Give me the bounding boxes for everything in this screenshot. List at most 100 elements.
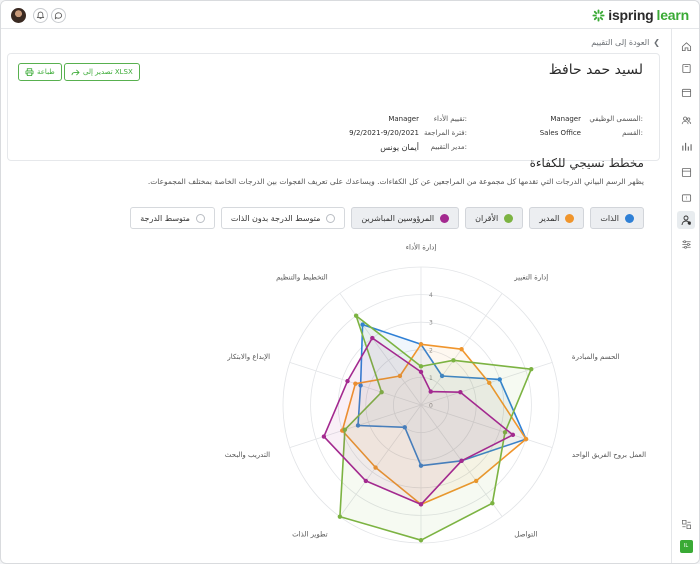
filter-manager-label: المدير [539,213,560,223]
series-point [487,380,492,386]
export-label: تصدير إلى XLSX [83,68,133,76]
axis-label: التخطيط والتنظيم [276,274,328,282]
main-content: ❯ العودة إلى التقييم لسيد حمد حافظ تصدير… [1,29,672,563]
review-type-label: تقييم الأداء: [433,115,467,123]
catalog-icon[interactable] [677,59,695,77]
bell-icon[interactable] [33,8,48,23]
job-title-label: المسمى الوظيفي: [589,115,643,123]
avg-radio [195,213,205,223]
direct-reports-color-dot [440,213,450,223]
calendar-icon[interactable] [677,83,695,101]
department-label: القسم: [622,129,643,137]
series-point [379,390,384,395]
breadcrumb[interactable]: ❯ العودة إلى التقييم [591,38,660,47]
series-point [360,322,365,327]
filter-manager[interactable]: المدير [529,207,585,229]
series-point [418,463,424,468]
section-description: يظهر الرسم البياني الدرجات التي تقدمها ك… [147,177,644,186]
series-point [345,378,350,384]
app-logo[interactable]: ispring learn [592,7,689,23]
series-point [342,427,348,432]
series-point [363,478,369,484]
series-point [497,377,502,382]
breadcrumb-label: العودة إلى التقييم [591,38,650,47]
axis-label: إدارة الأداء [406,242,437,251]
filter-peers-label: الأقران [475,213,499,223]
logo-prefix: ispring [608,7,654,23]
export-xlsx-button[interactable]: تصدير إلى XLSX [64,63,140,81]
side-nav: ! IL [671,29,699,563]
chat-icon[interactable] [51,8,66,23]
filter-peers[interactable]: الأقران [465,207,524,229]
axis-label: التواصل [514,530,537,538]
series-point [353,381,358,386]
users-icon[interactable] [677,111,695,129]
reports-icon[interactable] [677,137,695,155]
series-point [355,423,361,428]
feedback-icon[interactable]: ! [677,189,695,207]
series-point [418,364,424,369]
logo-suffix: learn [656,7,690,23]
series-point [428,389,433,394]
settings-icon[interactable] [677,235,695,253]
peers-color-dot [504,213,514,223]
axis-label: تطوير الذات [292,530,328,538]
avg-no-self-radio [326,213,336,223]
series-point [458,390,463,395]
profile-card: لسيد حمد حافظ تصدير إلى XLSX طباعة المسم… [7,53,660,161]
job-title-value: Manager [550,115,581,123]
review-type-value: Manager [388,115,419,123]
series-point [459,346,464,352]
series-point [529,366,534,372]
home-icon[interactable] [677,37,695,55]
axis-label: العمل بروح الفريق الواحد [572,451,646,459]
print-button[interactable]: طباعة [18,63,62,81]
avatar[interactable] [11,8,26,23]
filter-avg-no-self[interactable]: متوسط الدرجة بدون الذات [220,207,346,229]
tick-label: 0 [429,403,433,410]
print-label: طباعة [37,68,55,76]
help-icon[interactable] [677,515,695,533]
series-point [473,478,479,484]
export-icon [71,69,80,75]
series-point [418,538,424,543]
series-point [373,465,378,470]
series-point [510,432,516,438]
series-point [337,514,343,519]
series-point [418,369,424,375]
manager-color-dot [565,213,575,223]
filter-self[interactable]: الذات [590,207,644,229]
chevron-back-icon: ❯ [653,38,660,47]
axis-label: الحسم والمبادرة [572,353,620,361]
series-point [402,425,407,430]
department-value: Sales Office [539,129,581,137]
user-initial-icon[interactable]: IL [677,537,695,555]
axis-spoke [339,404,422,517]
axis-label: إدارة التغيير [513,274,548,282]
tick-label: 1 [429,375,433,382]
review-manager-value: أيمان يونس [380,143,419,152]
assessment-icon[interactable] [677,211,695,229]
review-period-label: فترة المراجعة: [424,129,467,137]
review-period-value: 9/2/2021-9/20/2021 [349,129,419,137]
series-point [418,502,424,507]
series-point [490,501,495,506]
series-point [370,335,375,341]
series-point [358,383,363,388]
series-point [502,430,508,435]
series-point [439,373,445,379]
svg-text:!: ! [685,195,687,201]
filter-direct-reports-label: المرؤوسين المباشرين [361,213,435,223]
logo-icon [592,8,605,22]
content-icon[interactable] [677,163,695,181]
axis-spoke [339,293,422,406]
filter-direct-reports[interactable]: المرؤوسين المباشرين [351,207,460,229]
tick-label: 2 [429,347,433,354]
series-filters: الذات المدير الأقران المرؤوسين المباشرين… [130,207,644,229]
series-point [418,342,424,347]
review-manager-label: مدير التقييم: [430,143,467,151]
axis-label: التدريب والبحث [225,451,270,459]
filter-avg[interactable]: متوسط الدرجة [130,207,215,229]
axis-spoke [420,404,553,449]
